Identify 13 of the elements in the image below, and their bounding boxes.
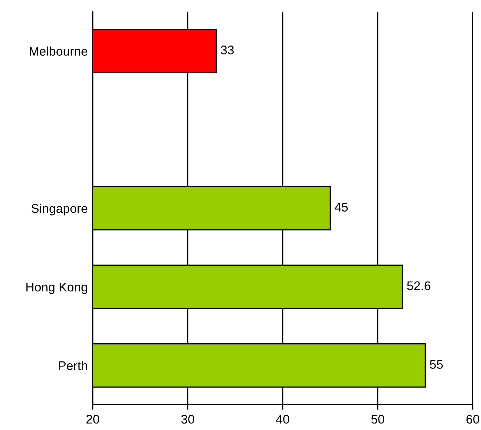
x-tick-label: 40: [276, 415, 290, 424]
data-label: 55: [430, 360, 444, 370]
x-tick-label: 50: [372, 415, 384, 424]
data-label: 33: [221, 46, 234, 55]
data-label: 45: [334, 203, 348, 212]
x-tick-label: 20: [86, 415, 100, 424]
y-tick-label: Hong Kong: [26, 283, 88, 294]
x-tick-label: 30: [182, 415, 194, 424]
data-label: 52.6: [407, 282, 431, 290]
y-tick-label: Melbourne: [30, 46, 88, 56]
y-tick-label: Singapore: [32, 204, 88, 216]
y-tick-label: Perth: [59, 361, 88, 370]
x-tick-label: 60: [466, 415, 480, 424]
